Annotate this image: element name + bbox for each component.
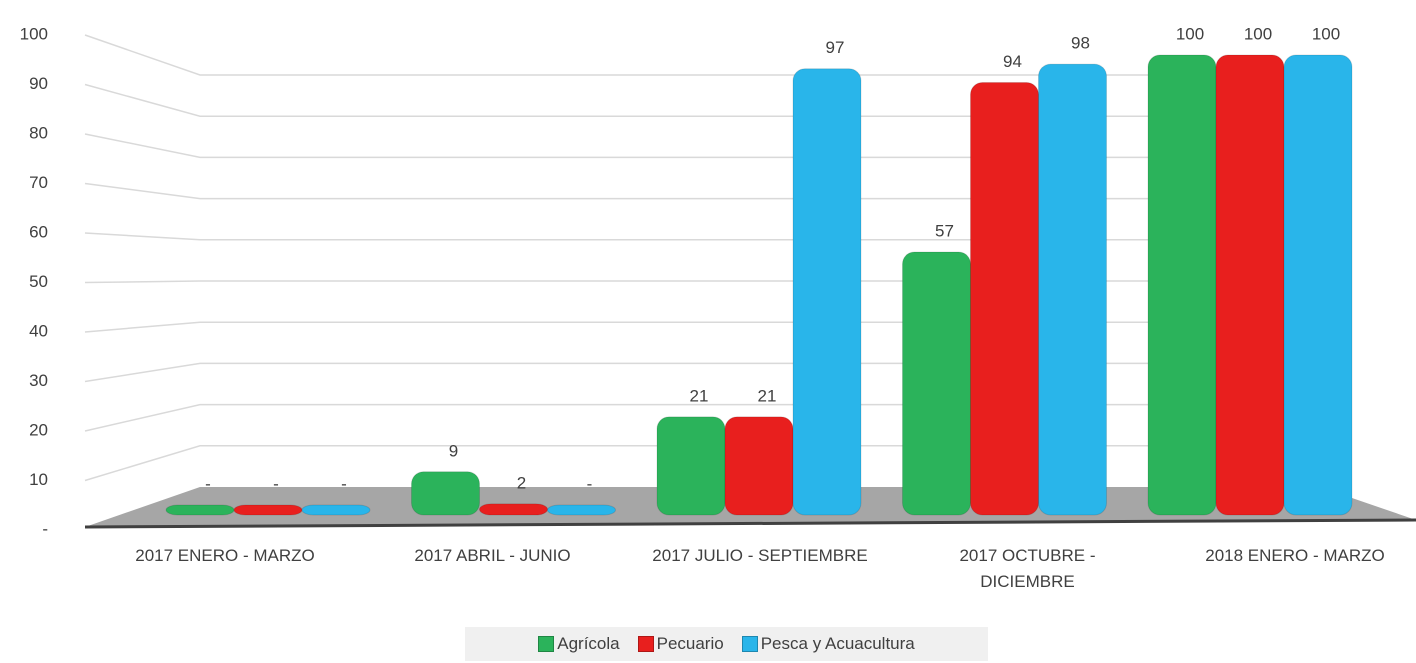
- legend-item: Agrícola: [538, 634, 620, 654]
- y-tick-label: 20: [29, 420, 48, 439]
- x-tick-label: 2018 ENERO - MARZO: [1205, 546, 1385, 565]
- grid-line: [84, 280, 1320, 284]
- bar: [724, 416, 794, 516]
- legend-item: Pesca y Acuacultura: [741, 634, 915, 654]
- legend-label: Agrícola: [557, 634, 620, 653]
- bar: [792, 68, 862, 516]
- x-tick-label: 2017 ABRIL - JUNIO: [414, 546, 571, 565]
- bar: [479, 503, 548, 516]
- y-tick-label: 60: [29, 222, 48, 241]
- grid-line: [84, 133, 1320, 159]
- bar: [902, 251, 971, 516]
- grid-line: [84, 362, 1320, 383]
- y-tick-label: 40: [29, 321, 48, 340]
- bar: [1215, 54, 1285, 516]
- grid-line: [84, 182, 1320, 200]
- grid-line: [84, 321, 1320, 333]
- data-label: 100: [1176, 24, 1204, 43]
- grid-line: [84, 232, 1320, 241]
- y-tick-label: 30: [29, 371, 48, 390]
- y-tick-label: 80: [29, 123, 48, 142]
- bar: [547, 504, 616, 516]
- bar: [656, 416, 726, 516]
- legend-swatch: [538, 636, 555, 652]
- data-label: -: [273, 474, 279, 493]
- data-label: 98: [1071, 34, 1090, 53]
- legend-swatch: [741, 636, 758, 652]
- data-label: 97: [826, 38, 845, 57]
- bar: [165, 504, 235, 516]
- y-tick-label: 10: [29, 470, 48, 489]
- bar: [233, 504, 303, 516]
- bar: [301, 504, 371, 516]
- bar: [411, 471, 480, 516]
- y-tick-label: 90: [29, 74, 48, 93]
- data-label: 9: [449, 441, 458, 460]
- data-label: 21: [690, 386, 709, 405]
- y-tick-label: 100: [20, 24, 48, 43]
- legend-swatch: [637, 636, 654, 652]
- legend-item: Pecuario: [637, 634, 724, 654]
- legend: Agrícola Pecuario Pesca y Acuacultura: [465, 627, 988, 661]
- data-label: 100: [1312, 24, 1340, 43]
- grid-line: [84, 34, 1320, 76]
- x-tick-label: 2017 OCTUBRE - DICIEMBRE: [959, 546, 1096, 591]
- data-label: -: [587, 474, 593, 493]
- y-tick-label: 70: [29, 173, 48, 192]
- data-label: 57: [935, 221, 954, 240]
- bar: [1038, 63, 1107, 516]
- x-tick-label: 2017 ENERO - MARZO: [135, 546, 315, 565]
- bar: [1147, 54, 1217, 516]
- data-label: 94: [1003, 52, 1022, 71]
- floor-edge: [84, 518, 1416, 529]
- legend-label: Pesca y Acuacultura: [760, 634, 915, 653]
- data-label: 2: [517, 473, 526, 492]
- y-tick-label: 50: [29, 272, 48, 291]
- bar: [1283, 54, 1353, 516]
- bar: [970, 81, 1039, 516]
- x-tick-label: 2017 JULIO - SEPTIEMBRE: [652, 546, 868, 565]
- data-label: -: [341, 474, 347, 493]
- data-label: -: [205, 474, 211, 493]
- data-label: 100: [1244, 24, 1272, 43]
- legend-label: Pecuario: [656, 634, 724, 653]
- y-tick-label: -: [42, 519, 48, 538]
- data-label: 21: [758, 386, 777, 405]
- grid-line: [84, 83, 1320, 117]
